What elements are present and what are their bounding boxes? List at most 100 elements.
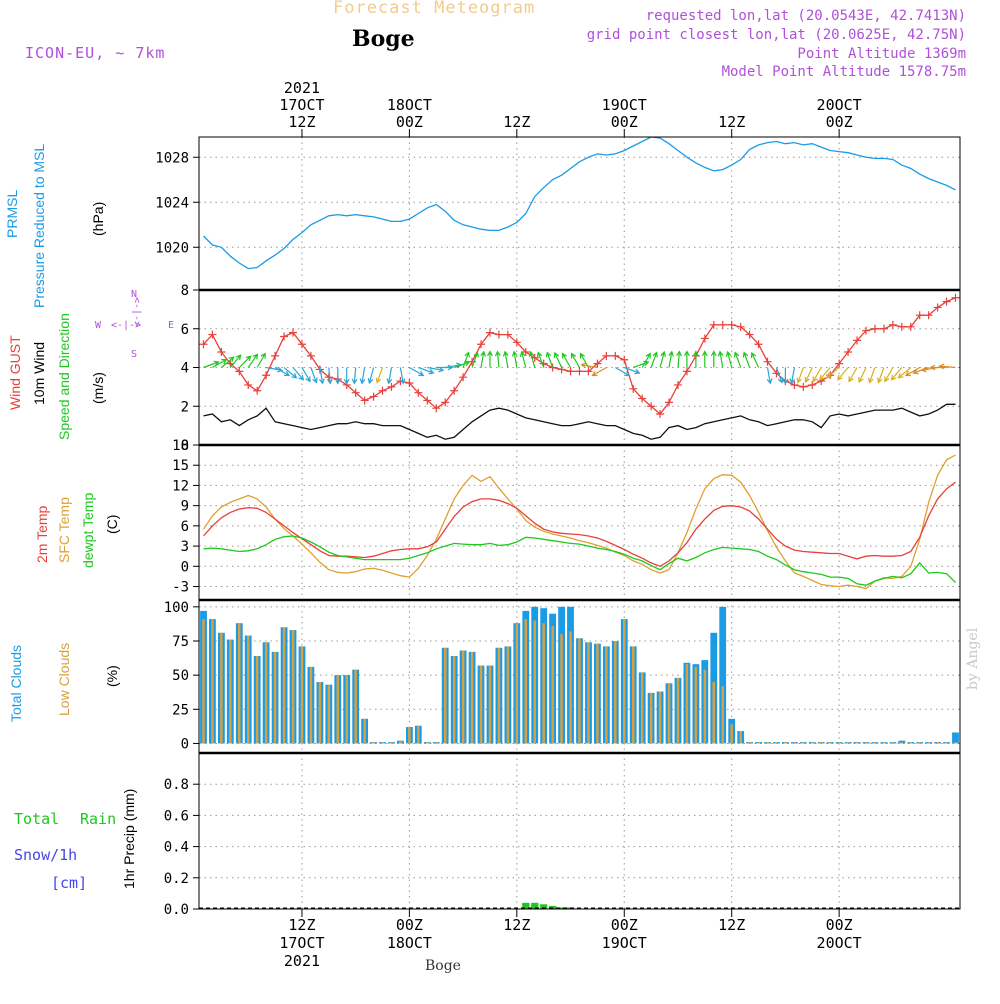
wind-arrow	[796, 367, 804, 384]
low-cloud-bar	[730, 724, 733, 744]
wind-arrow	[848, 367, 858, 383]
low-cloud-bar	[605, 646, 608, 744]
low-cloud-bar	[596, 643, 599, 744]
low-cloud-bar	[444, 647, 447, 744]
wind-arrow	[502, 350, 509, 368]
y-tick-label: 50	[172, 668, 189, 684]
gust-marker	[933, 303, 942, 312]
top-time-label: 00Z	[826, 113, 853, 131]
y-tick-label: 8	[181, 283, 189, 299]
low-cloud-bar	[470, 651, 474, 744]
gust-marker	[924, 311, 933, 320]
wind-arrow	[511, 350, 518, 368]
gust-marker	[665, 398, 674, 407]
gust-marker	[700, 334, 709, 343]
bottom-time-label: 2021	[284, 952, 320, 970]
model-altitude: Model Point Altitude 1578.75m	[721, 64, 966, 80]
top-time-label: 12Z	[718, 113, 745, 131]
y-tick-label: 0.6	[164, 808, 189, 824]
low-cloud-bar	[220, 632, 223, 744]
wind-10m-line	[203, 403, 956, 440]
rain-bar	[540, 904, 548, 909]
gust-marker	[244, 380, 253, 389]
chart-title: Forecast Meteogram	[333, 0, 536, 18]
wind-arrow	[868, 367, 876, 384]
y-tick-label: 0.0	[164, 902, 189, 918]
wind-arrow	[676, 350, 682, 368]
low-cloud-bar	[435, 742, 438, 744]
precip-label-rain: Rain	[80, 810, 117, 828]
low-cloud-bar	[945, 742, 948, 744]
low-cloud-bar	[417, 725, 420, 744]
low-cloud-bar	[649, 692, 653, 744]
low-cloud-bar	[685, 664, 689, 744]
gust-marker	[280, 332, 289, 341]
gust-marker	[450, 386, 459, 395]
y-tick-label: 100	[164, 600, 189, 616]
wind-arrow	[399, 367, 406, 385]
compass-arrows-h: <-|->	[111, 320, 142, 331]
wind-arrow	[386, 367, 393, 385]
gust-marker	[808, 380, 817, 389]
low-cloud-bar	[632, 646, 635, 744]
low-cloud-bar	[282, 627, 286, 744]
location-title: Boge	[352, 26, 415, 52]
pressure-label-prmsl: PRMSL	[4, 189, 20, 238]
wind-arrow	[615, 366, 631, 377]
low-cloud-bar	[461, 650, 465, 744]
low-cloud-bar	[506, 646, 510, 744]
footer-location: Boge	[425, 958, 461, 974]
wind-label-10m: 10m Wind	[31, 341, 47, 405]
wind-arrow	[561, 352, 572, 368]
low-cloud-bar	[247, 635, 250, 744]
gust-marker	[611, 351, 620, 360]
gust-marker	[432, 404, 441, 413]
requested-coords: requested lon,lat (20.0543E, 42.7413N)	[645, 8, 966, 24]
gust-marker	[414, 388, 423, 397]
compass-s: S	[131, 349, 138, 360]
panel-4-grid	[193, 753, 960, 910]
credit: by Angel	[965, 627, 981, 690]
gust-marker	[629, 384, 638, 393]
gust-marker	[942, 297, 951, 306]
clouds-label-total: Total Clouds	[8, 644, 24, 722]
prmsl-group	[203, 137, 956, 270]
rain-bar	[531, 902, 539, 909]
wind-arrow	[471, 351, 479, 368]
precip-label-total: Total	[14, 810, 60, 828]
gust-marker	[915, 311, 924, 320]
wind-arrow	[238, 355, 252, 368]
low-cloud-bar	[739, 731, 742, 744]
low-cloud-bar	[551, 626, 554, 744]
precip-label-unit: 1hr Precip (mm)	[121, 788, 137, 889]
bottom-time-label: 20OCT	[817, 934, 862, 952]
low-cloud-bar	[703, 669, 707, 744]
bottom-time-label: 00Z	[396, 916, 423, 934]
gust-marker	[906, 322, 915, 331]
bottom-time-label: 00Z	[611, 916, 638, 934]
y-tick-label: 15	[172, 458, 189, 474]
low-cloud-bar	[560, 634, 563, 744]
gust-marker	[271, 351, 280, 360]
pressure-label-msl: Pressure Reduced to MSL	[31, 143, 47, 308]
gust-marker	[763, 357, 772, 366]
y-tick-label: 6	[181, 519, 189, 535]
gust-marker	[718, 320, 727, 329]
gust-marker	[494, 330, 503, 339]
wind-arrow	[570, 352, 581, 368]
y-tick-label: 25	[172, 702, 189, 718]
low-cloud-bar	[533, 620, 536, 744]
gust-marker	[656, 410, 665, 418]
gust-marker	[727, 320, 736, 329]
wind-arrow	[528, 350, 536, 368]
low-cloud-bar	[846, 742, 850, 744]
gust-markers	[199, 293, 960, 418]
panel-0-grid	[193, 137, 960, 290]
low-cloud-bar	[488, 665, 492, 744]
wind-arrow	[519, 350, 527, 368]
gust-marker	[351, 388, 360, 397]
wind-arrow	[897, 367, 912, 379]
total-cloud-bar	[719, 606, 727, 744]
pressure-label-unit: (hPa)	[90, 201, 106, 236]
